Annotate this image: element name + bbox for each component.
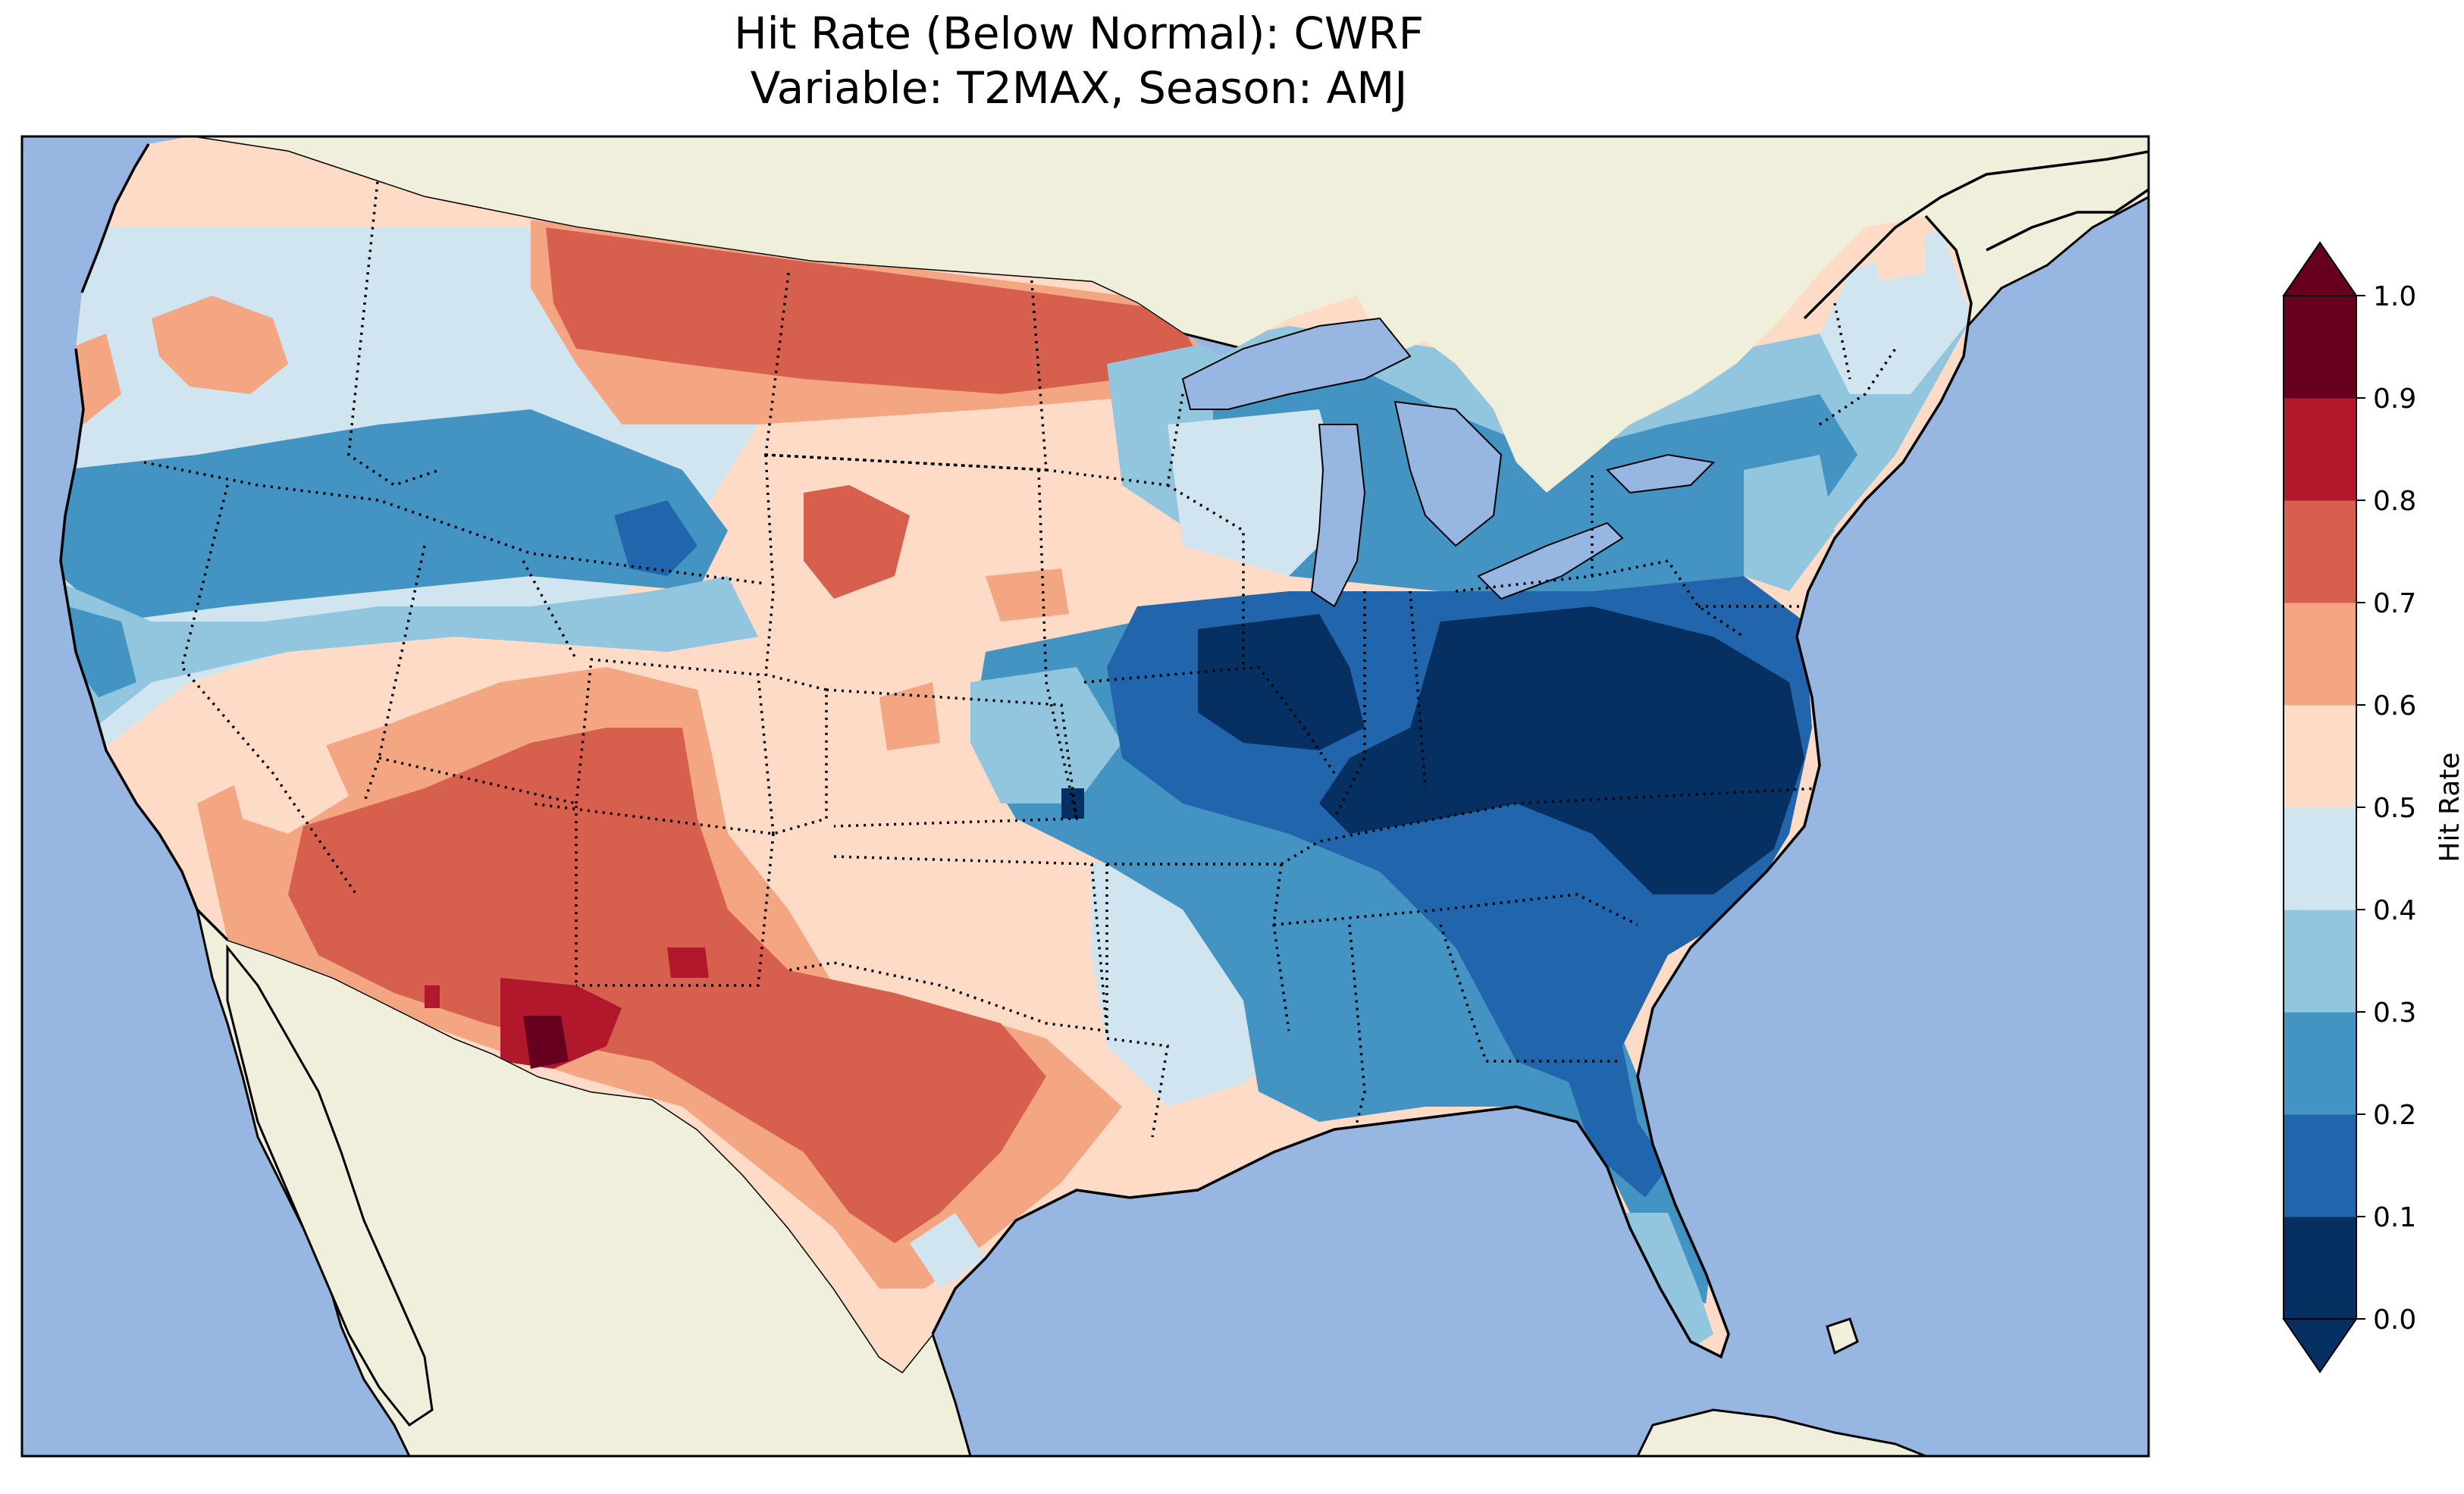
chart-title-line1: Hit Rate (Below Normal): CWRF xyxy=(734,8,1424,59)
lake-erie xyxy=(1477,521,1624,600)
colorbar: 0.0 0.1 0.2 0.3 0.4 0.5 0.6 0.7 0.8 0.9 1.0 Hit Rat… xyxy=(2282,241,2464,1373)
map-frame xyxy=(20,135,2150,1458)
cuba-island xyxy=(1636,1408,1926,1456)
colorbar-segment xyxy=(2284,910,2356,1013)
state-borders xyxy=(143,166,1897,1153)
colorbar-tick-label: 0.5 xyxy=(2373,793,2416,824)
lake-superior xyxy=(1181,317,1412,410)
colorbar-tick-label: 0.4 xyxy=(2373,895,2416,926)
colorbar-segment xyxy=(2284,296,2356,399)
chart-title-line2: Variable: T2MAX, Season: AMJ xyxy=(750,62,1408,114)
colorbar-extend-min xyxy=(2282,1318,2358,1373)
bahamas-island xyxy=(1826,1317,1859,1355)
colorbar-tick-label: 0.2 xyxy=(2373,1100,2416,1131)
colorbar-segment xyxy=(2284,398,2356,501)
colorbar-tick-label: 0.8 xyxy=(2373,486,2416,517)
colorbar-tick-label: 0.9 xyxy=(2373,384,2416,415)
great-lakes xyxy=(1181,317,1716,608)
baja-peninsula xyxy=(226,944,434,1427)
colorbar-tick-label: 0.7 xyxy=(2373,588,2416,619)
colorbar-tick-label: 0.6 xyxy=(2373,691,2416,722)
colorbar-segment xyxy=(2284,500,2356,603)
colorbar-label: Hit Rate xyxy=(2434,752,2464,862)
colorbar-segment xyxy=(2284,603,2356,706)
colorbar-extend-max xyxy=(2282,241,2358,296)
lake-michigan xyxy=(1310,424,1366,608)
colorbar-segment xyxy=(2284,1217,2356,1320)
lake-huron xyxy=(1393,400,1503,547)
coastlines xyxy=(59,143,2149,1359)
lake-ontario xyxy=(1606,453,1716,494)
colorbar-segment xyxy=(2284,1114,2356,1217)
colorbar-segment xyxy=(2284,1012,2356,1115)
colorbar-tick-label: 0.0 xyxy=(2373,1305,2416,1336)
colorbar-segment xyxy=(2284,807,2356,910)
colorbar-tick-label: 0.1 xyxy=(2373,1202,2416,1233)
colorbar-tick-label: 0.3 xyxy=(2373,998,2416,1029)
colorbar-segment xyxy=(2284,705,2356,808)
hit-rate-field xyxy=(61,136,1971,1372)
colorbar-tick-label: 1.0 xyxy=(2373,281,2416,312)
